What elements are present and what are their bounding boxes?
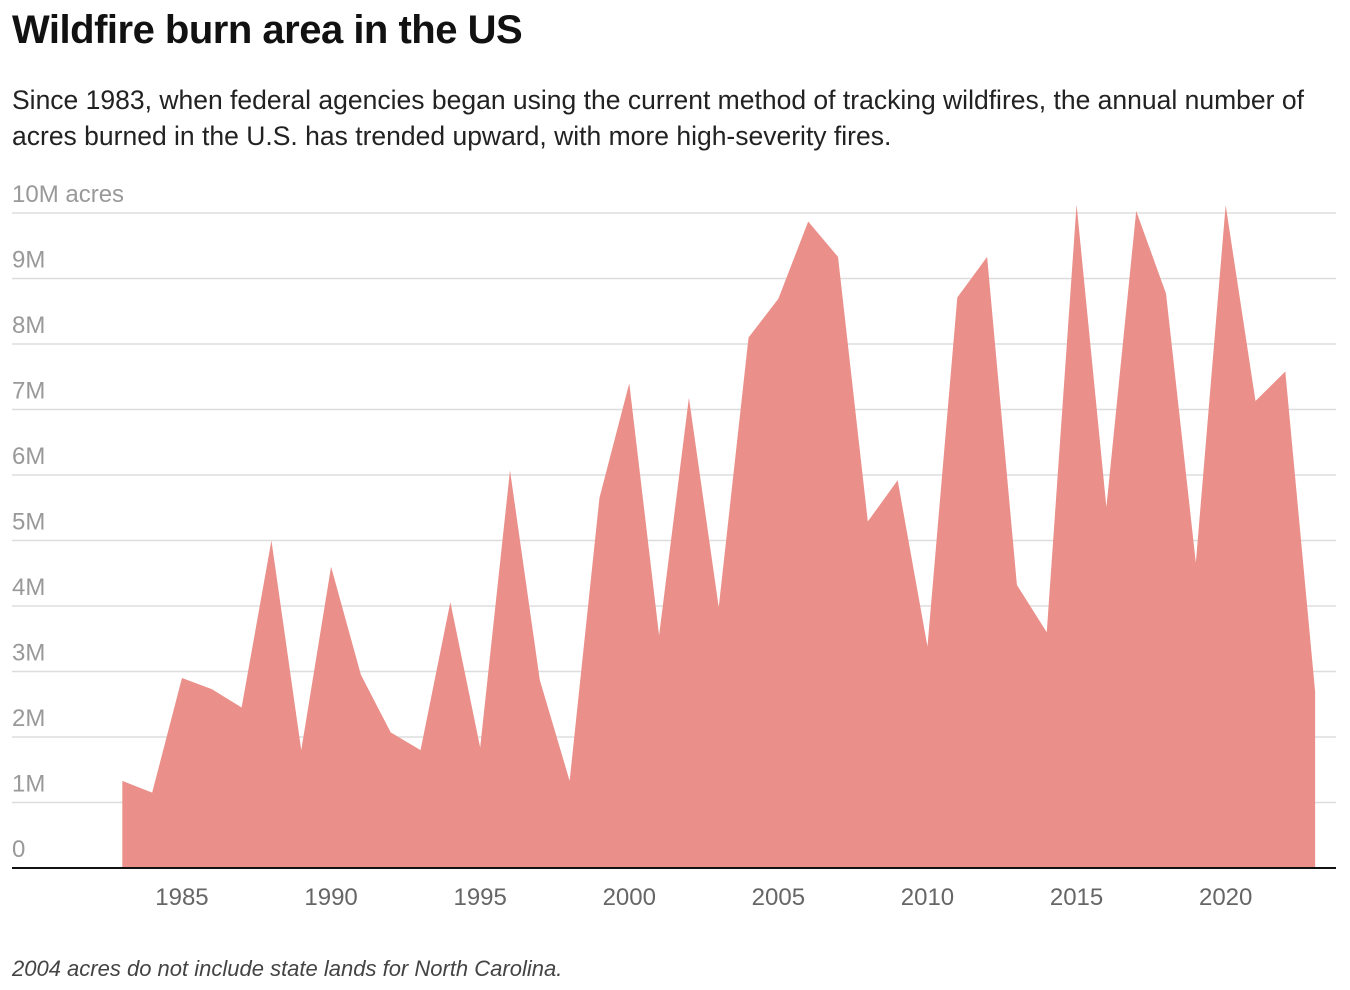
y-tick-label: 5M: [12, 509, 45, 536]
y-tick-label: 4M: [12, 574, 45, 601]
x-tick-label: 2000: [603, 884, 656, 911]
area: [122, 204, 1316, 869]
y-tick-label: 9M: [12, 247, 45, 274]
x-tick-label: 2005: [752, 884, 805, 911]
y-tick-label: 6M: [12, 443, 45, 470]
y-tick-label: 2M: [12, 705, 45, 732]
x-tick-label: 2020: [1199, 884, 1252, 911]
y-tick-label: 0: [12, 836, 25, 863]
chart-title: Wildfire burn area in the US: [12, 8, 523, 52]
footnote: 2004 acres do not include state lands fo…: [12, 956, 563, 981]
x-tick-label: 1985: [155, 884, 208, 911]
y-tick-label: 10M acres: [12, 181, 124, 208]
x-tick-label: 1995: [453, 884, 506, 911]
y-tick-label: 8M: [12, 312, 45, 339]
chart-subtitle: Since 1983, when federal agencies began …: [12, 85, 1304, 151]
y-tick-label: 3M: [12, 640, 45, 667]
x-tick-label: 1990: [304, 884, 357, 911]
y-tick-label: 1M: [12, 771, 45, 798]
x-tick-label: 2010: [901, 884, 954, 911]
y-tick-label: 7M: [12, 378, 45, 405]
x-tick-label: 2015: [1050, 884, 1103, 911]
